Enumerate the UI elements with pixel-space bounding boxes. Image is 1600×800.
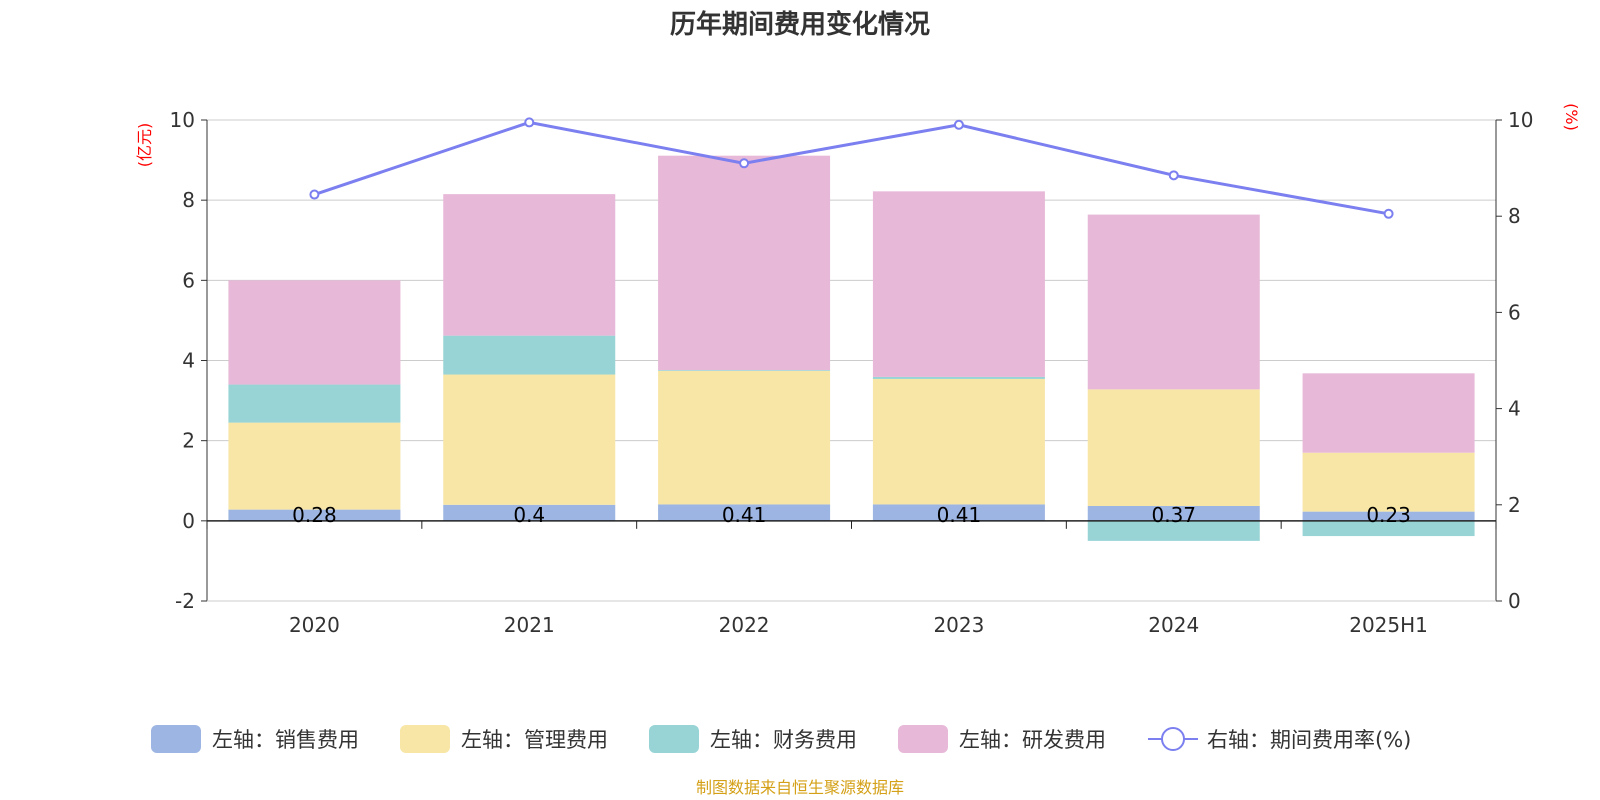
- data-label: 0.28: [292, 503, 337, 527]
- left-tick-label: 4: [182, 349, 195, 373]
- bar-segment: [228, 509, 401, 521]
- rate-point: [1168, 170, 1179, 181]
- left-tick-label: 8: [182, 188, 195, 212]
- bar-segment: [1087, 214, 1260, 390]
- bar-segment: [1302, 452, 1475, 512]
- category-label: 2025H1: [1349, 613, 1428, 637]
- legend-label: 右轴：期间费用率(%): [1207, 728, 1411, 752]
- rate-point: [953, 119, 964, 130]
- data-label: 0.23: [1366, 503, 1411, 527]
- rate-point: [1383, 208, 1394, 219]
- left-axis-unit: (亿元): [135, 123, 154, 168]
- left-tick-label: 6: [182, 268, 195, 292]
- category-label: 2022: [719, 613, 770, 637]
- bar-segment: [1087, 506, 1260, 521]
- right-tick-label: 8: [1508, 204, 1521, 228]
- legend-swatch: [898, 725, 948, 753]
- left-tick-label: -2: [175, 589, 195, 613]
- data-label: 0.37: [1151, 503, 1196, 527]
- legend: 左轴：销售费用 左轴：管理费用 左轴：财务费用 左轴：研发费用 右轴：期间费用率(%): [151, 725, 1411, 753]
- bar-segment: [872, 504, 1045, 521]
- chart-title: 历年期间费用变化情况: [670, 9, 930, 40]
- bar-segment: [443, 374, 616, 505]
- rate-point: [524, 117, 535, 128]
- left-tick-label: 10: [170, 108, 195, 132]
- legend-label: 左轴：管理费用: [461, 728, 608, 752]
- bar-segment: [658, 504, 831, 521]
- bar-segment: [872, 376, 1045, 379]
- bar-segment: [658, 370, 831, 505]
- bar-segment: [872, 191, 1045, 377]
- category-label: 2020: [289, 613, 340, 637]
- category-label: 2024: [1148, 613, 1199, 637]
- legend-swatch: [151, 725, 201, 753]
- right-tick-label: 2: [1508, 493, 1521, 517]
- bar-segment: [228, 280, 401, 385]
- right-axis-unit: (%): [1562, 103, 1581, 131]
- legend-label: 左轴：财务费用: [710, 728, 857, 752]
- bars: [228, 155, 1475, 541]
- left-tick-label: 2: [182, 429, 195, 453]
- rate-point: [739, 158, 750, 169]
- bar-segment: [228, 422, 401, 510]
- bar-segment: [443, 335, 616, 375]
- axes: -2 0 2 4 6 8 10 0 2 4 6 8 10 2020 2021 2022 2023 2024 2025…: [170, 108, 1534, 637]
- legend-swatch: [649, 725, 699, 753]
- bar-segment: [1302, 520, 1475, 537]
- legend-label: 左轴：研发费用: [959, 728, 1106, 752]
- bar-segment: [1302, 373, 1475, 453]
- bar-segment: [1087, 389, 1260, 507]
- bar-segment: [658, 370, 831, 371]
- right-tick-label: 6: [1508, 300, 1521, 324]
- rate-line: [309, 117, 1394, 219]
- category-label: 2023: [933, 613, 984, 637]
- bar-segment: [1087, 520, 1260, 541]
- bar-segment: [443, 504, 616, 521]
- data-label: 0.41: [937, 503, 982, 527]
- source-note: 制图数据来自恒生聚源数据库: [696, 778, 904, 797]
- bar-segment: [443, 194, 616, 336]
- bar-segment: [658, 155, 831, 371]
- legend-swatch: [400, 725, 450, 753]
- right-tick-label: 4: [1508, 397, 1521, 421]
- bar-segment: [228, 384, 401, 423]
- data-label: 0.41: [722, 503, 767, 527]
- rate-line-path: [313, 120, 1389, 216]
- right-tick-label: 0: [1508, 589, 1521, 613]
- bar-segment: [1302, 511, 1475, 521]
- left-tick-label: 0: [182, 509, 195, 533]
- category-label: 2021: [504, 613, 555, 637]
- data-labels: 0.28 0.4 0.41 0.41 0.37 0.23: [292, 503, 1411, 527]
- legend-label: 左轴：销售费用: [212, 728, 359, 752]
- rate-point: [309, 189, 320, 200]
- legend-circle-marker: [1161, 727, 1185, 751]
- right-tick-label: 10: [1508, 108, 1533, 132]
- bar-segment: [872, 378, 1045, 505]
- data-label: 0.4: [513, 503, 545, 527]
